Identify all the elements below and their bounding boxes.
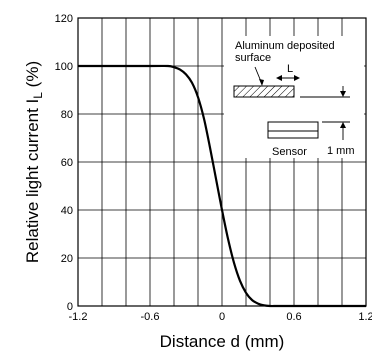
y-axis-label-subscript: L [31,92,45,99]
inset-diagram: Aluminum deposited surface L Sensor 1 mm [224,36,364,158]
y-axis-label-unit: (%) [23,61,42,92]
aluminum-surface [233,85,295,98]
series-line [78,64,366,308]
sensor-box [267,121,319,139]
sensor-label: Sensor [272,146,307,158]
l-arrow-left-head [276,75,282,81]
surface-label-line2: surface [235,52,271,64]
y-tick-label: 120 [55,13,73,25]
y-tick-label: 100 [55,61,73,73]
x-tick-label: 0.6 [286,311,301,323]
y-tick-label: 0 [67,301,73,313]
y-axis-label: Relative light current IL (%) [23,61,45,263]
x-tick-label: 1.2 [358,311,372,323]
l-label: L [287,63,293,75]
y-tick-label: 60 [61,157,73,169]
x-tick-label: 0 [219,311,225,323]
x-tick-label: -0.6 [141,311,160,323]
tick-labels: -1.2 -0.6 0 0.6 1.2 0 20 40 60 80 100 120 [55,13,372,323]
plot-frame [77,17,367,307]
surface-pointer-arrowhead [259,79,264,86]
x-axis-label: Distance d (mm) [160,332,285,351]
surface-label-line1: Aluminum deposited [235,40,335,52]
gap-label: 1 mm [327,145,355,157]
gap-arrow-top-head [340,91,346,97]
y-axis-label-main: Relative light current I [23,99,42,263]
y-tick-label: 40 [61,205,73,217]
y-tick-label: 80 [61,109,73,121]
y-tick-label: 20 [61,253,73,265]
gap-arrow-bottom-head [340,122,346,128]
x-tick-label: -1.2 [69,311,88,323]
l-arrow-right-head [294,75,300,81]
